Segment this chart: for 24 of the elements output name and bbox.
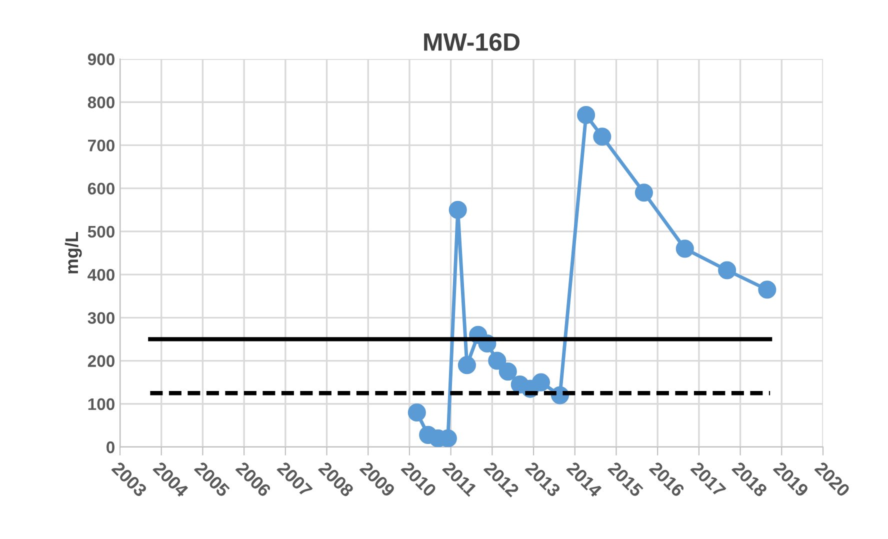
point (458, 356, 476, 374)
point (488, 352, 506, 370)
y-tick-label: 500 (88, 226, 114, 238)
point (634, 184, 653, 202)
point (532, 373, 550, 392)
y-tick-label: 0 (106, 441, 114, 454)
point (676, 240, 694, 258)
point (758, 280, 776, 299)
point (577, 106, 596, 124)
y-tick-label: 200 (88, 355, 114, 367)
y-tick-label: 400 (88, 268, 114, 281)
y-tick-label: 600 (88, 182, 114, 195)
y-tick-label: 800 (88, 96, 114, 108)
y-tick-label: 100 (88, 398, 114, 410)
chart-title: MW-16D (424, 33, 520, 51)
point (718, 261, 736, 280)
y-axis-title: mg/L (64, 232, 82, 274)
y-tick-label: 300 (88, 312, 114, 324)
y-tick-label: 900 (88, 53, 114, 66)
point (498, 362, 517, 381)
point (408, 403, 426, 422)
point (448, 200, 467, 219)
point (593, 128, 612, 146)
y-tick-label: 700 (88, 140, 114, 152)
